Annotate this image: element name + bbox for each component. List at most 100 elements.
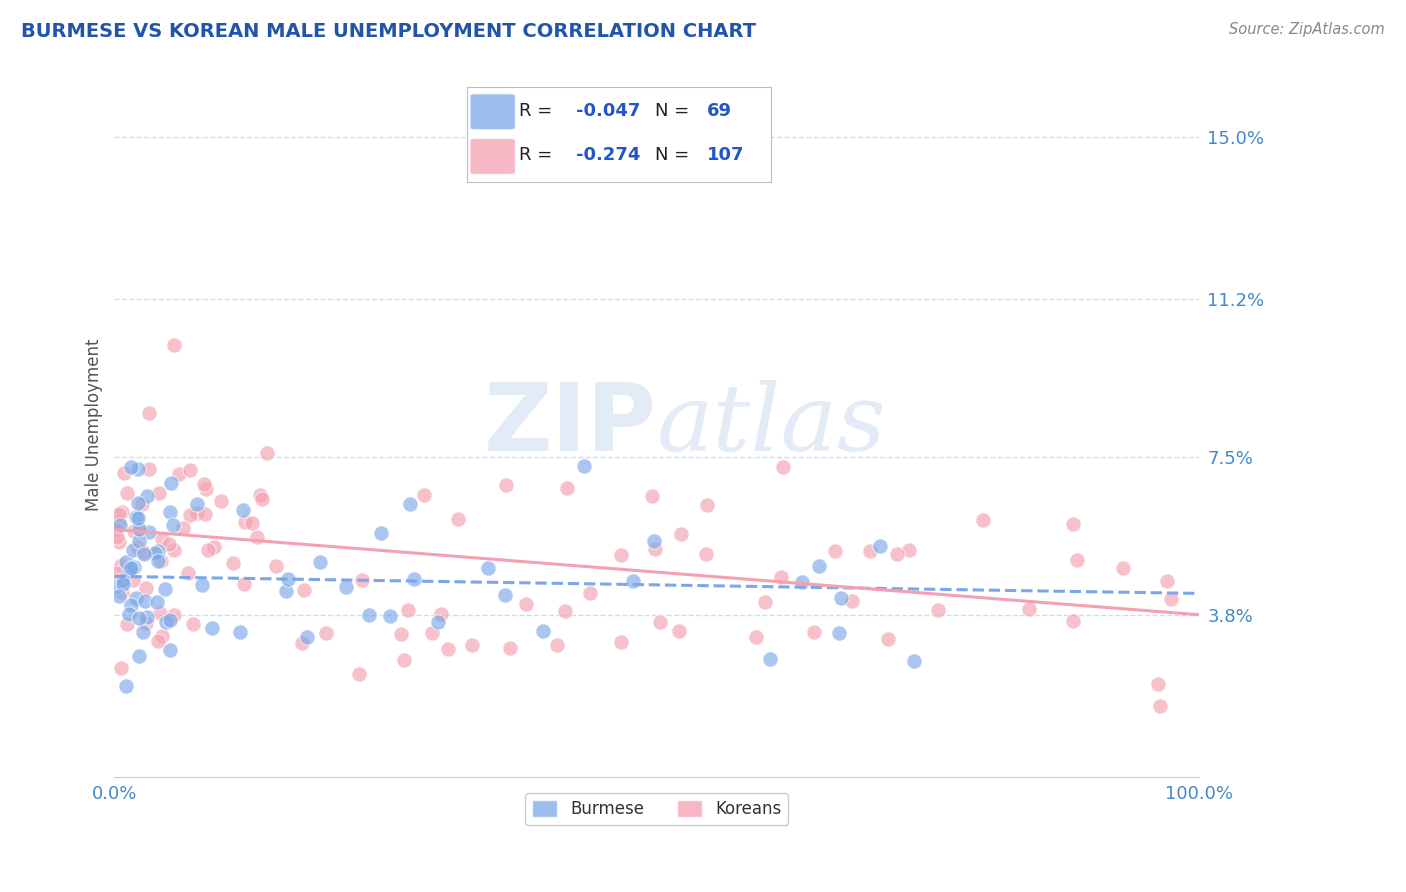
Point: [186, 497, 208, 511]
Point: [758, 652, 780, 666]
Point: [399, 497, 422, 511]
Point: [803, 625, 825, 640]
Point: [122, 560, 145, 574]
Point: [246, 530, 269, 544]
Point: [120, 598, 142, 612]
Point: [114, 555, 136, 569]
Point: [138, 462, 160, 476]
Point: [149, 554, 172, 568]
Point: [256, 445, 278, 459]
Point: [209, 493, 232, 508]
Point: [903, 655, 925, 669]
Point: [531, 624, 554, 639]
Point: [754, 595, 776, 609]
Point: [129, 523, 152, 537]
Point: [1160, 591, 1182, 606]
Point: [138, 406, 160, 420]
Point: [105, 523, 128, 537]
Point: [792, 574, 814, 589]
Point: [233, 576, 256, 591]
Point: [252, 492, 274, 507]
Point: [108, 518, 131, 533]
Point: [447, 511, 470, 525]
Point: [578, 586, 600, 600]
Point: [127, 511, 149, 525]
Point: [128, 522, 150, 536]
Point: [392, 653, 415, 667]
Point: [830, 591, 852, 605]
Point: [696, 499, 718, 513]
Point: [121, 573, 143, 587]
Point: [153, 582, 176, 596]
Point: [232, 503, 254, 517]
Point: [155, 615, 177, 629]
Point: [292, 582, 315, 597]
Point: [128, 534, 150, 549]
Point: [477, 561, 499, 575]
Point: [228, 625, 250, 640]
Point: [859, 544, 882, 558]
Point: [621, 574, 644, 589]
Point: [222, 556, 245, 570]
Point: [1111, 560, 1133, 574]
Point: [515, 597, 537, 611]
Point: [146, 595, 169, 609]
Point: [370, 525, 392, 540]
Point: [249, 487, 271, 501]
Point: [644, 542, 666, 557]
Point: [1018, 602, 1040, 616]
Point: [869, 539, 891, 553]
Point: [609, 549, 631, 563]
Point: [357, 607, 380, 622]
Point: [115, 617, 138, 632]
Point: [927, 603, 949, 617]
Point: [118, 561, 141, 575]
Point: [163, 607, 186, 622]
Point: [546, 638, 568, 652]
Text: ZIP: ZIP: [484, 379, 657, 471]
Point: [671, 527, 693, 541]
Point: [574, 459, 596, 474]
Point: [111, 585, 134, 599]
Point: [132, 625, 155, 640]
Point: [146, 554, 169, 568]
Point: [648, 615, 671, 629]
Point: [841, 594, 863, 608]
Text: BURMESE VS KOREAN MALE UNEMPLOYMENT CORRELATION CHART: BURMESE VS KOREAN MALE UNEMPLOYMENT CORR…: [21, 22, 756, 41]
Point: [172, 521, 194, 535]
Point: [315, 625, 337, 640]
Point: [200, 621, 222, 635]
Point: [179, 463, 201, 477]
Point: [824, 543, 846, 558]
Point: [157, 537, 180, 551]
Point: [194, 507, 217, 521]
Point: [972, 513, 994, 527]
Point: [120, 561, 142, 575]
Point: [181, 617, 204, 632]
Point: [876, 632, 898, 647]
Point: [396, 603, 419, 617]
Point: [186, 506, 208, 520]
Point: [127, 496, 149, 510]
Point: [132, 548, 155, 562]
Point: [134, 593, 156, 607]
Point: [136, 489, 159, 503]
Point: [827, 626, 849, 640]
Point: [695, 547, 717, 561]
Point: [391, 627, 413, 641]
Point: [886, 547, 908, 561]
Point: [136, 610, 159, 624]
Point: [163, 338, 186, 352]
Point: [495, 478, 517, 492]
Point: [610, 635, 633, 649]
Point: [1066, 553, 1088, 567]
Point: [108, 535, 131, 549]
Point: [146, 544, 169, 558]
Point: [145, 546, 167, 560]
Point: [150, 629, 173, 643]
Point: [163, 543, 186, 558]
Point: [177, 566, 200, 581]
Point: [197, 543, 219, 558]
Point: [769, 570, 792, 584]
Point: [643, 533, 665, 548]
